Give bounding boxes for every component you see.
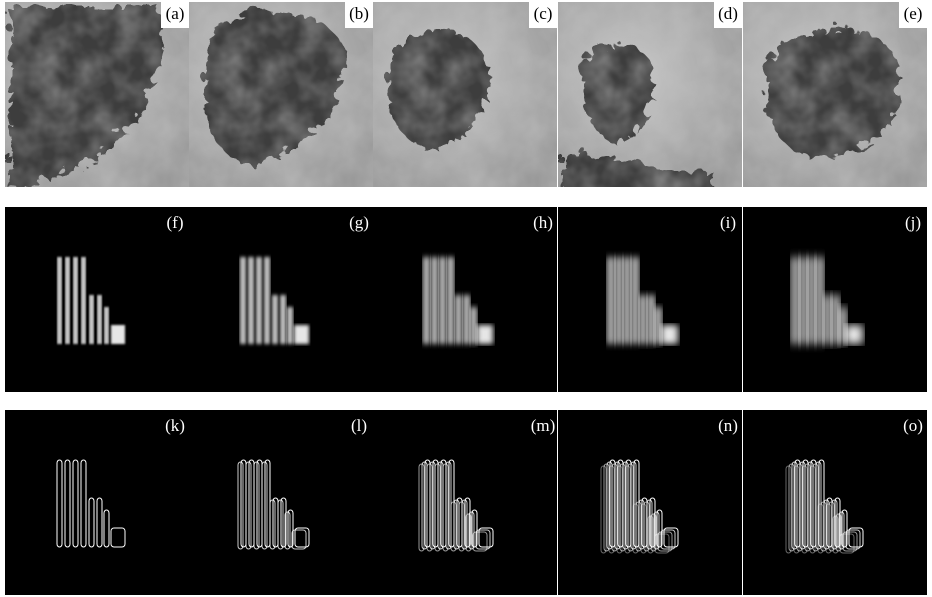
panel-image — [5, 207, 189, 392]
intensity-bar — [463, 295, 470, 344]
panel-label: (i) — [720, 213, 736, 232]
intensity-bar — [294, 325, 309, 344]
intensity-bar — [272, 295, 278, 344]
panel-image — [373, 2, 557, 187]
panel: (o) — [743, 410, 927, 595]
panel-image — [373, 207, 557, 392]
intensity-bar — [654, 307, 662, 344]
panel-image — [558, 410, 742, 595]
phase-texture — [189, 2, 373, 187]
panel: (d) — [558, 2, 742, 187]
panel-image — [5, 2, 189, 187]
panel-image — [189, 410, 373, 595]
panel-image — [189, 2, 373, 187]
panel-image — [558, 2, 742, 187]
panel-image — [743, 410, 927, 595]
intensity-bar — [248, 257, 254, 344]
intensity-bar — [104, 307, 109, 344]
intensity-bar — [431, 257, 438, 344]
intensity-bar — [823, 295, 832, 344]
phase-texture — [558, 2, 742, 187]
intensity-bar — [111, 325, 125, 344]
phase-texture — [373, 2, 557, 187]
intensity-bar — [57, 257, 62, 344]
page: (a) (b) (c) (d) (e) (f) (g) (h) (i) (j) (k) (l) (m) (… — [0, 0, 932, 597]
panel-label: (j) — [905, 213, 921, 232]
intensity-bar — [65, 257, 70, 344]
panel-image — [373, 410, 557, 595]
intensity-bar — [639, 295, 647, 344]
intensity-bar — [477, 325, 493, 344]
intensity-bar — [791, 257, 800, 344]
intensity-bar — [647, 295, 655, 344]
panel-image — [189, 207, 373, 392]
panel: (i) — [558, 207, 742, 392]
intensity-bar — [455, 295, 462, 344]
intensity-bar — [661, 325, 678, 344]
panel-image — [558, 207, 742, 392]
panel: (a) — [5, 2, 189, 187]
panel-image — [743, 2, 927, 187]
phase-texture — [743, 2, 927, 187]
intensity-bar — [423, 257, 430, 344]
intensity-bar — [845, 325, 863, 344]
panel-label: (m) — [531, 416, 556, 435]
intensity-bar — [807, 257, 816, 344]
phase-texture — [5, 2, 189, 187]
intensity-bar — [73, 257, 78, 344]
panel-label: (n) — [718, 416, 738, 435]
panel-label: (f) — [167, 213, 184, 232]
panel: (k) — [5, 410, 189, 595]
panel: (l) — [189, 410, 373, 595]
panel: (j) — [743, 207, 927, 392]
panel-label: (a) — [166, 4, 185, 23]
intensity-bar — [799, 257, 808, 344]
intensity-bar — [607, 257, 615, 344]
intensity-bar — [287, 307, 293, 344]
intensity-bar — [439, 257, 446, 344]
panel-label: (d) — [718, 4, 738, 23]
intensity-bar — [623, 257, 631, 344]
panel-image — [5, 410, 189, 595]
panel: (n) — [558, 410, 742, 595]
intensity-bar — [256, 257, 262, 344]
panel: (e) — [743, 2, 927, 187]
intensity-bar — [815, 257, 824, 344]
intensity-bar — [264, 257, 270, 344]
intensity-bar — [240, 257, 246, 344]
panel-label: (c) — [534, 4, 553, 23]
panel-label: (o) — [903, 416, 923, 435]
intensity-bar — [81, 257, 86, 344]
panel: (b) — [189, 2, 373, 187]
panel: (f) — [5, 207, 189, 392]
intensity-bar — [97, 295, 102, 344]
panel: (h) — [373, 207, 557, 392]
panel-label: (l) — [351, 416, 367, 435]
panel-label: (g) — [349, 213, 369, 232]
panel: (c) — [373, 2, 557, 187]
intensity-bar — [615, 257, 623, 344]
intensity-bar — [89, 295, 94, 344]
panel-label: (e) — [904, 4, 923, 23]
panel-label: (b) — [349, 4, 369, 23]
intensity-bar — [631, 257, 639, 344]
intensity-bar — [280, 295, 286, 344]
figure: (a) (b) (c) (d) (e) (f) (g) (h) (i) (j) (k) (l) (m) (… — [0, 0, 932, 597]
panel-image — [743, 207, 927, 392]
panel: (g) — [189, 207, 373, 392]
panel-label: (k) — [165, 416, 185, 435]
panel: (m) — [373, 410, 557, 595]
intensity-bar — [447, 257, 454, 344]
panel-label: (h) — [533, 213, 553, 232]
intensity-bar — [470, 307, 477, 344]
